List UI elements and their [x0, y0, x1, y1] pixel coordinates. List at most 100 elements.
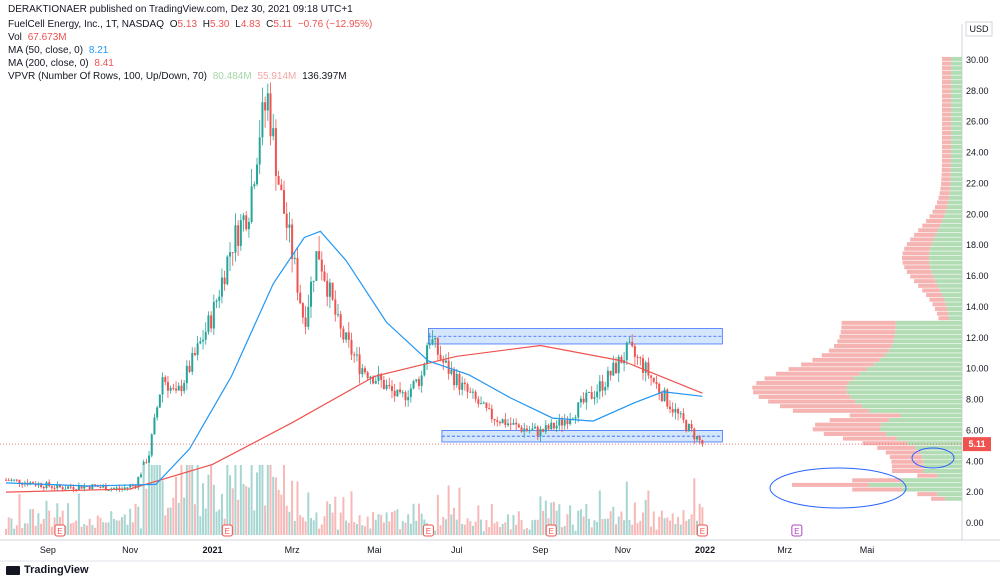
- volume-bar: [571, 524, 574, 535]
- volume-bar: [361, 525, 364, 535]
- candle-body: [166, 382, 169, 391]
- volume-bar: [347, 522, 350, 535]
- currency-box: [965, 21, 993, 37]
- symbol-name[interactable]: FuelCell Energy, Inc., 1T, NASDAQ: [8, 19, 164, 30]
- publisher-line: DERAKTIONAER published on TradingView.co…: [8, 4, 353, 15]
- vpvr-bar-up: [949, 316, 962, 321]
- volume-bar: [256, 472, 259, 535]
- volume-bar: [185, 465, 188, 535]
- candle-body: [250, 186, 253, 223]
- vpvr-bar-up: [949, 191, 962, 196]
- candle-body: [31, 482, 34, 485]
- vpvr-bar-up: [933, 274, 962, 279]
- candle-body: [380, 374, 383, 380]
- vpvr-bar-up: [866, 367, 962, 372]
- candle-body: [590, 391, 593, 399]
- candle-body: [29, 482, 32, 485]
- vpvr-bar-down: [828, 348, 889, 353]
- volume-bar: [417, 503, 420, 535]
- volume-bar: [112, 518, 115, 535]
- candle-body: [183, 383, 186, 392]
- ohlc-change: −0.76 (−12.95%): [297, 19, 373, 30]
- volume-label: Vol: [8, 32, 22, 43]
- volume-bar: [258, 465, 261, 535]
- volume-bar: [415, 520, 418, 535]
- volume-bar: [274, 477, 277, 535]
- candle-body: [237, 225, 240, 246]
- candle-body: [496, 420, 499, 423]
- volume-bar: [507, 514, 510, 535]
- earnings-marker-box: [545, 524, 557, 537]
- vpvr-bar-up: [942, 218, 962, 223]
- vpvr-bar-down: [926, 218, 943, 223]
- candle-body: [161, 377, 164, 395]
- candle-body: [550, 422, 553, 430]
- vpvr-bar-up: [879, 357, 962, 362]
- volume-bar: [175, 476, 178, 535]
- volume-bar: [166, 507, 169, 535]
- candle-body: [196, 343, 199, 355]
- vpvr-bar-down: [840, 330, 896, 335]
- volume-bar: [555, 510, 558, 535]
- volume-bar: [523, 529, 526, 535]
- vpvr-bar-down: [752, 385, 847, 390]
- vpvr-bar-down: [885, 450, 921, 455]
- candle-body: [234, 225, 237, 253]
- vpvr-bar-down: [910, 237, 934, 242]
- candle-body: [480, 403, 483, 405]
- candle-body: [21, 483, 24, 485]
- legend-vpvr-row[interactable]: VPVR (Number Of Rows, 100, Up/Down, 70) …: [8, 71, 347, 83]
- earnings-marker-label: E: [700, 527, 705, 536]
- vpvr-bar-up: [949, 195, 962, 200]
- candle-body: [326, 280, 329, 297]
- vpvr-bar-down: [941, 144, 951, 149]
- candle-body: [566, 420, 569, 425]
- volume-bar: [423, 519, 426, 535]
- volume-bar: [582, 516, 585, 535]
- vpvr-bar-down: [939, 191, 950, 196]
- candle-body: [407, 397, 410, 401]
- volume-bar: [407, 514, 410, 535]
- volume-bar: [612, 506, 615, 535]
- x-tick-label: Mrz: [285, 545, 300, 555]
- vpvr-bar-up: [893, 339, 962, 344]
- candle-body: [558, 419, 561, 426]
- candle-body: [377, 374, 380, 381]
- legend-ma50-row[interactable]: MA (50, close, 0) 8.21: [8, 45, 108, 57]
- candle-body: [598, 381, 601, 392]
- candle-body: [431, 339, 434, 344]
- low-volume-ellipse: [769, 467, 907, 509]
- volume-bar: [131, 522, 134, 535]
- candle-body: [18, 479, 21, 484]
- legend-ma200-row[interactable]: MA (200, close, 0) 8.41: [8, 58, 114, 70]
- candle-body: [393, 390, 396, 397]
- candle-body: [382, 379, 385, 389]
- volume-bar: [318, 528, 321, 535]
- legend-volume-row[interactable]: Vol 67.673M: [8, 32, 67, 44]
- candle-body: [374, 380, 377, 384]
- vpvr-bar-up: [901, 487, 962, 492]
- ohlc-open-value: 5.13: [177, 19, 198, 30]
- vpvr-bar-down: [932, 302, 946, 307]
- volume-bar: [285, 505, 288, 535]
- volume-bar: [150, 465, 153, 535]
- candle-body: [404, 392, 407, 401]
- vpvr-bar-up: [951, 75, 962, 80]
- vpvr-bar-up: [951, 112, 962, 117]
- vpvr-bar-up: [933, 237, 962, 242]
- volume-bar: [288, 511, 291, 535]
- x-tick-label: Jul: [451, 545, 463, 555]
- ohlc-high-value: 5.30: [210, 19, 230, 30]
- volume-bar: [188, 465, 191, 535]
- earnings-marker-label: E: [549, 527, 554, 536]
- vpvr-bar-up: [937, 228, 962, 233]
- volume-bar: [69, 523, 72, 535]
- vpvr-bar-down: [833, 343, 892, 349]
- ma50-value: 8.21: [88, 45, 109, 56]
- volume-bars: [5, 465, 704, 535]
- volume-bar: [569, 505, 572, 535]
- volume-bar: [231, 488, 234, 535]
- candle-body: [175, 388, 178, 391]
- candle-body: [585, 392, 588, 403]
